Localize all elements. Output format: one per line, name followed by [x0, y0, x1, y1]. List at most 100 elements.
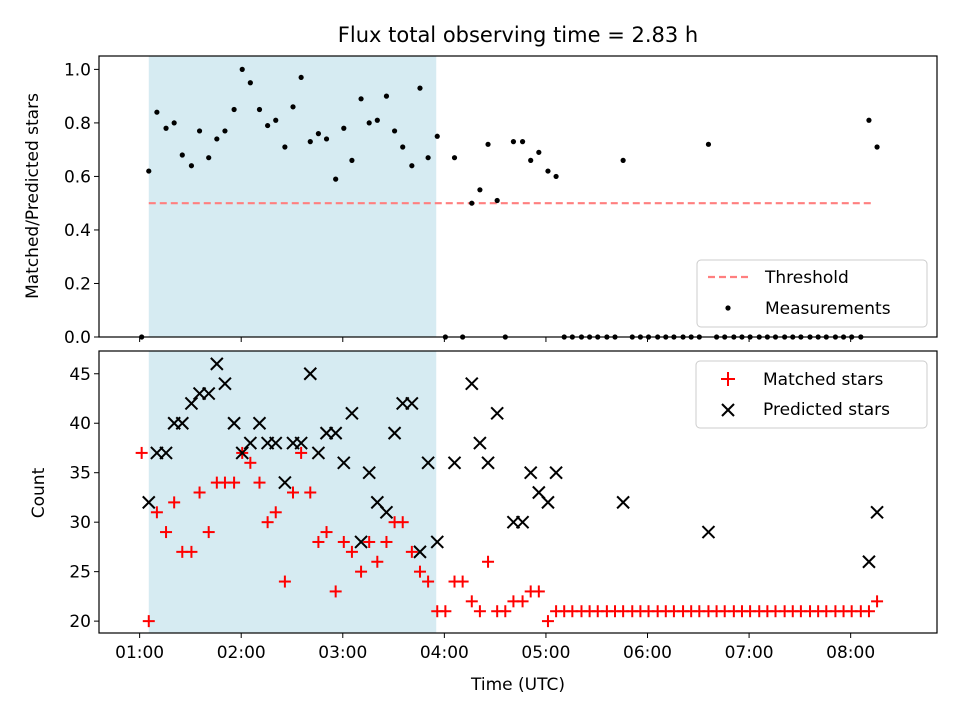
predicted-star-point: [303, 367, 317, 381]
top-legend-box: [696, 259, 928, 328]
measurement-point: [553, 173, 559, 180]
predicted-star-point: [252, 416, 267, 430]
matched-star-point: [363, 535, 376, 548]
measurement-point: [196, 128, 203, 134]
matched-star-point: [312, 535, 325, 548]
x-tick-label: 06:00: [623, 643, 672, 663]
measurement-point: [206, 155, 212, 161]
bottom-panel: 20 25 30 35 40 45 01:00 02:00 03:00 04:00 05:00 06…: [29, 350, 938, 695]
matched-star-point: [185, 545, 198, 558]
measurement-point: [510, 139, 517, 145]
matched-star-point: [244, 456, 257, 469]
x-tick-label: 08:00: [826, 643, 875, 663]
x-tick-label: 03:00: [318, 643, 367, 663]
bottom-y-tick-label: 25: [69, 563, 91, 583]
predicted-star-point: [218, 376, 232, 391]
matched-star-point: [320, 526, 333, 539]
measurement-point: [349, 157, 355, 163]
predicted-star-point: [201, 386, 216, 401]
predicted-star-point: [175, 416, 189, 430]
measurement-point: [154, 109, 160, 115]
measurement-point: [494, 197, 500, 204]
measurement-point: [214, 136, 220, 142]
predicted-star-point: [269, 436, 283, 450]
predicted-star-point: [328, 426, 343, 440]
measurement-point: [231, 106, 237, 113]
measurement-point: [307, 139, 313, 145]
x-tick-label: 07:00: [725, 643, 774, 663]
matched-star-point: [135, 446, 148, 459]
matched-star-point: [396, 516, 409, 529]
matched-star-point: [516, 595, 529, 608]
top-legend: Threshold Measurements: [696, 259, 928, 328]
bottom-y-tick-label: 40: [69, 414, 91, 434]
top-y-tick-label: 0.6: [64, 167, 91, 187]
bottom-y-tick-label: 45: [69, 365, 91, 385]
predicted-star-point: [227, 416, 241, 430]
matched-star-point: [278, 575, 291, 588]
predicted-star-point: [142, 495, 156, 510]
matched-star-point: [413, 565, 426, 578]
measurement-point: [705, 141, 712, 147]
matched-star-point: [371, 555, 384, 568]
predicted-star-point: [473, 436, 487, 450]
predicted-star-point: [447, 456, 462, 470]
matched-star-point: [532, 585, 545, 598]
matched-star-point: [355, 565, 368, 578]
matched-star-point: [862, 605, 875, 618]
bottom-legend-box: [695, 360, 928, 429]
measurement-point: [391, 128, 398, 134]
measurement-point: [425, 155, 431, 161]
measurement-point: [282, 144, 288, 150]
predicted-star-point: [413, 545, 427, 559]
measurement-point: [333, 176, 339, 182]
measurement-point: [374, 117, 380, 123]
predicted-star-point: [311, 446, 326, 460]
legend-predicted-label: Predicted stars: [763, 400, 890, 420]
bottom-axes-frame: [98, 350, 938, 634]
predicted-star-point: [354, 535, 368, 549]
predicted-star-point: [405, 396, 419, 411]
matched-star-point: [269, 506, 282, 519]
top-y-tick-label: 0.0: [64, 328, 91, 348]
matched-star-point: [482, 555, 495, 568]
measurement-point: [146, 168, 152, 174]
measurement-point: [273, 117, 279, 123]
legend-measurements-swatch: [725, 305, 731, 311]
measurement-point: [239, 66, 245, 72]
predicted-star-point: [294, 436, 308, 450]
measurement-point: [866, 117, 872, 123]
predicted-star-point: [243, 436, 258, 450]
measurement-point: [222, 128, 228, 134]
matched-star-point: [380, 535, 393, 548]
predicted-star-point: [523, 465, 538, 480]
measurement-point: [417, 85, 423, 91]
x-tick-label: 02:00: [217, 643, 266, 663]
matched-star-point: [405, 545, 418, 558]
matched-star-point: [337, 535, 350, 548]
predicted-star-point: [159, 446, 173, 460]
top-shaded-interval: [148, 56, 437, 337]
measurement-point: [451, 155, 458, 161]
matched-star-point: [499, 605, 512, 618]
top-ylabel: Matched/Predicted stars: [23, 93, 43, 299]
predicted-star-point: [616, 495, 630, 510]
bottom-y-tick-label: 35: [69, 464, 91, 484]
measurement-point: [265, 122, 271, 129]
matched-star-point: [439, 605, 452, 618]
x-tick-label: 04:00: [420, 643, 469, 663]
predicted-star-point: [430, 535, 444, 549]
matched-star-point: [473, 605, 486, 618]
measurement-point: [434, 133, 440, 139]
matched-star-point: [150, 506, 163, 519]
x-tick-label: 05:00: [521, 643, 570, 663]
measurement-point: [874, 144, 880, 150]
predicted-star-point: [549, 465, 563, 480]
matched-star-point: [228, 476, 241, 489]
measurement-point: [383, 93, 390, 99]
predicted-star-point: [541, 495, 555, 510]
predicted-star-point: [278, 475, 292, 490]
matched-star-point: [253, 476, 266, 489]
legend-matched-label: Matched stars: [763, 370, 883, 390]
